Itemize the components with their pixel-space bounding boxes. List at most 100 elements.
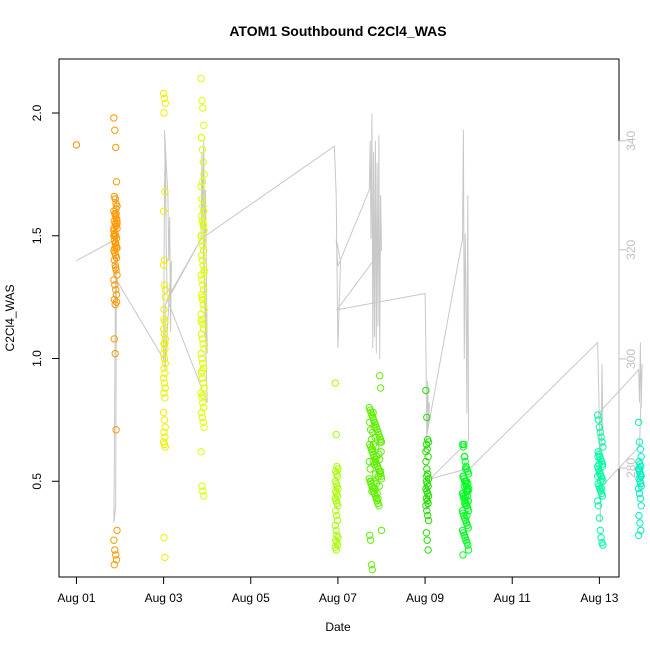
y2-tick-label: 340: [624, 130, 638, 150]
data-point: [198, 276, 206, 284]
series-3: [197, 74, 208, 500]
y-axis: 0.5 1.0 1.5 2.0: [30, 104, 60, 490]
data-point: [161, 553, 169, 562]
x-axis: Aug 01 Aug 03 Aug 05 Aug 07 Aug 09 Aug 11 Aug …: [57, 576, 619, 605]
data-point: [110, 335, 119, 343]
data-point: [199, 399, 207, 407]
data-point: [112, 210, 120, 218]
data-point: [598, 462, 607, 471]
data-point: [463, 511, 471, 520]
points-layer: [72, 74, 645, 574]
data-point: [198, 335, 207, 343]
data-point: [331, 379, 339, 387]
data-point: [72, 141, 81, 149]
data-point: [634, 418, 643, 426]
chart-title: ATOM1 Southbound C2Cl4_WAS: [229, 23, 446, 39]
data-point: [334, 465, 342, 473]
data-point: [593, 472, 602, 480]
series-8: [593, 411, 607, 549]
data-point: [198, 195, 206, 203]
data-point: [113, 219, 121, 228]
data-point: [159, 89, 168, 98]
data-point: [595, 514, 604, 522]
data-point: [636, 472, 645, 480]
data-point: [332, 511, 341, 520]
data-point: [636, 494, 645, 503]
data-point: [334, 534, 342, 542]
series-9: [634, 418, 645, 539]
series-2: [159, 89, 170, 562]
data-point: [597, 433, 605, 441]
data-point: [112, 178, 121, 186]
data-point: [200, 207, 208, 215]
data-point: [595, 423, 604, 431]
data-point: [199, 300, 207, 309]
x-tick-label: Aug 01: [57, 591, 95, 605]
data-point: [112, 286, 120, 294]
data-point: [199, 418, 207, 426]
data-point: [111, 546, 119, 554]
data-point: [199, 281, 207, 289]
data-point: [160, 281, 169, 289]
data-point: [424, 438, 433, 446]
data-point: [376, 455, 384, 463]
data-point: [461, 457, 469, 466]
data-point: [636, 519, 644, 527]
data-point: [334, 484, 342, 493]
x-tick-label: Aug 11: [494, 591, 531, 605]
secondary-trace-layer: [76, 113, 643, 523]
data-point: [459, 472, 468, 480]
data-point: [369, 408, 377, 417]
series-0: [72, 141, 81, 149]
data-point: [112, 551, 120, 559]
data-point: [161, 187, 169, 196]
data-point: [198, 293, 207, 301]
data-point: [424, 499, 432, 508]
data-point: [422, 457, 430, 466]
data-point: [197, 212, 206, 220]
y2-tick-label: 300: [624, 349, 638, 369]
data-point: [159, 207, 168, 215]
data-point: [458, 507, 467, 515]
data-point: [198, 374, 207, 382]
data-point: [424, 492, 433, 500]
data-point: [161, 394, 169, 402]
data-point: [160, 354, 169, 363]
data-point: [634, 531, 643, 539]
data-point: [423, 465, 431, 473]
data-point: [464, 497, 472, 505]
data-point: [593, 497, 602, 505]
data-point: [424, 516, 433, 525]
data-point: [161, 335, 170, 343]
data-point: [460, 440, 468, 449]
data-point: [374, 494, 382, 503]
data-point: [637, 482, 645, 490]
x-tick-label: Aug 07: [319, 591, 357, 605]
data-point: [112, 264, 120, 272]
data-point: [369, 428, 377, 436]
data-point: [200, 403, 208, 412]
data-point: [424, 546, 432, 554]
data-point: [159, 374, 168, 382]
data-point: [461, 453, 469, 461]
data-point: [198, 178, 207, 186]
data-point: [599, 541, 607, 549]
data-point: [423, 472, 431, 480]
data-point: [598, 492, 607, 500]
data-point: [197, 133, 206, 142]
data-point: [371, 484, 379, 493]
data-point: [160, 534, 168, 542]
data-point: [637, 526, 645, 535]
series-6: [422, 386, 433, 554]
data-point: [368, 445, 376, 453]
x-tick-label: Aug 05: [232, 591, 270, 605]
data-point: [372, 480, 380, 488]
data-point: [636, 445, 645, 453]
data-point: [461, 465, 470, 473]
data-point: [161, 433, 169, 441]
data-point: [160, 315, 168, 323]
data-point: [199, 340, 207, 348]
data-point: [161, 286, 170, 294]
data-point: [366, 426, 375, 434]
data-point: [111, 126, 119, 134]
